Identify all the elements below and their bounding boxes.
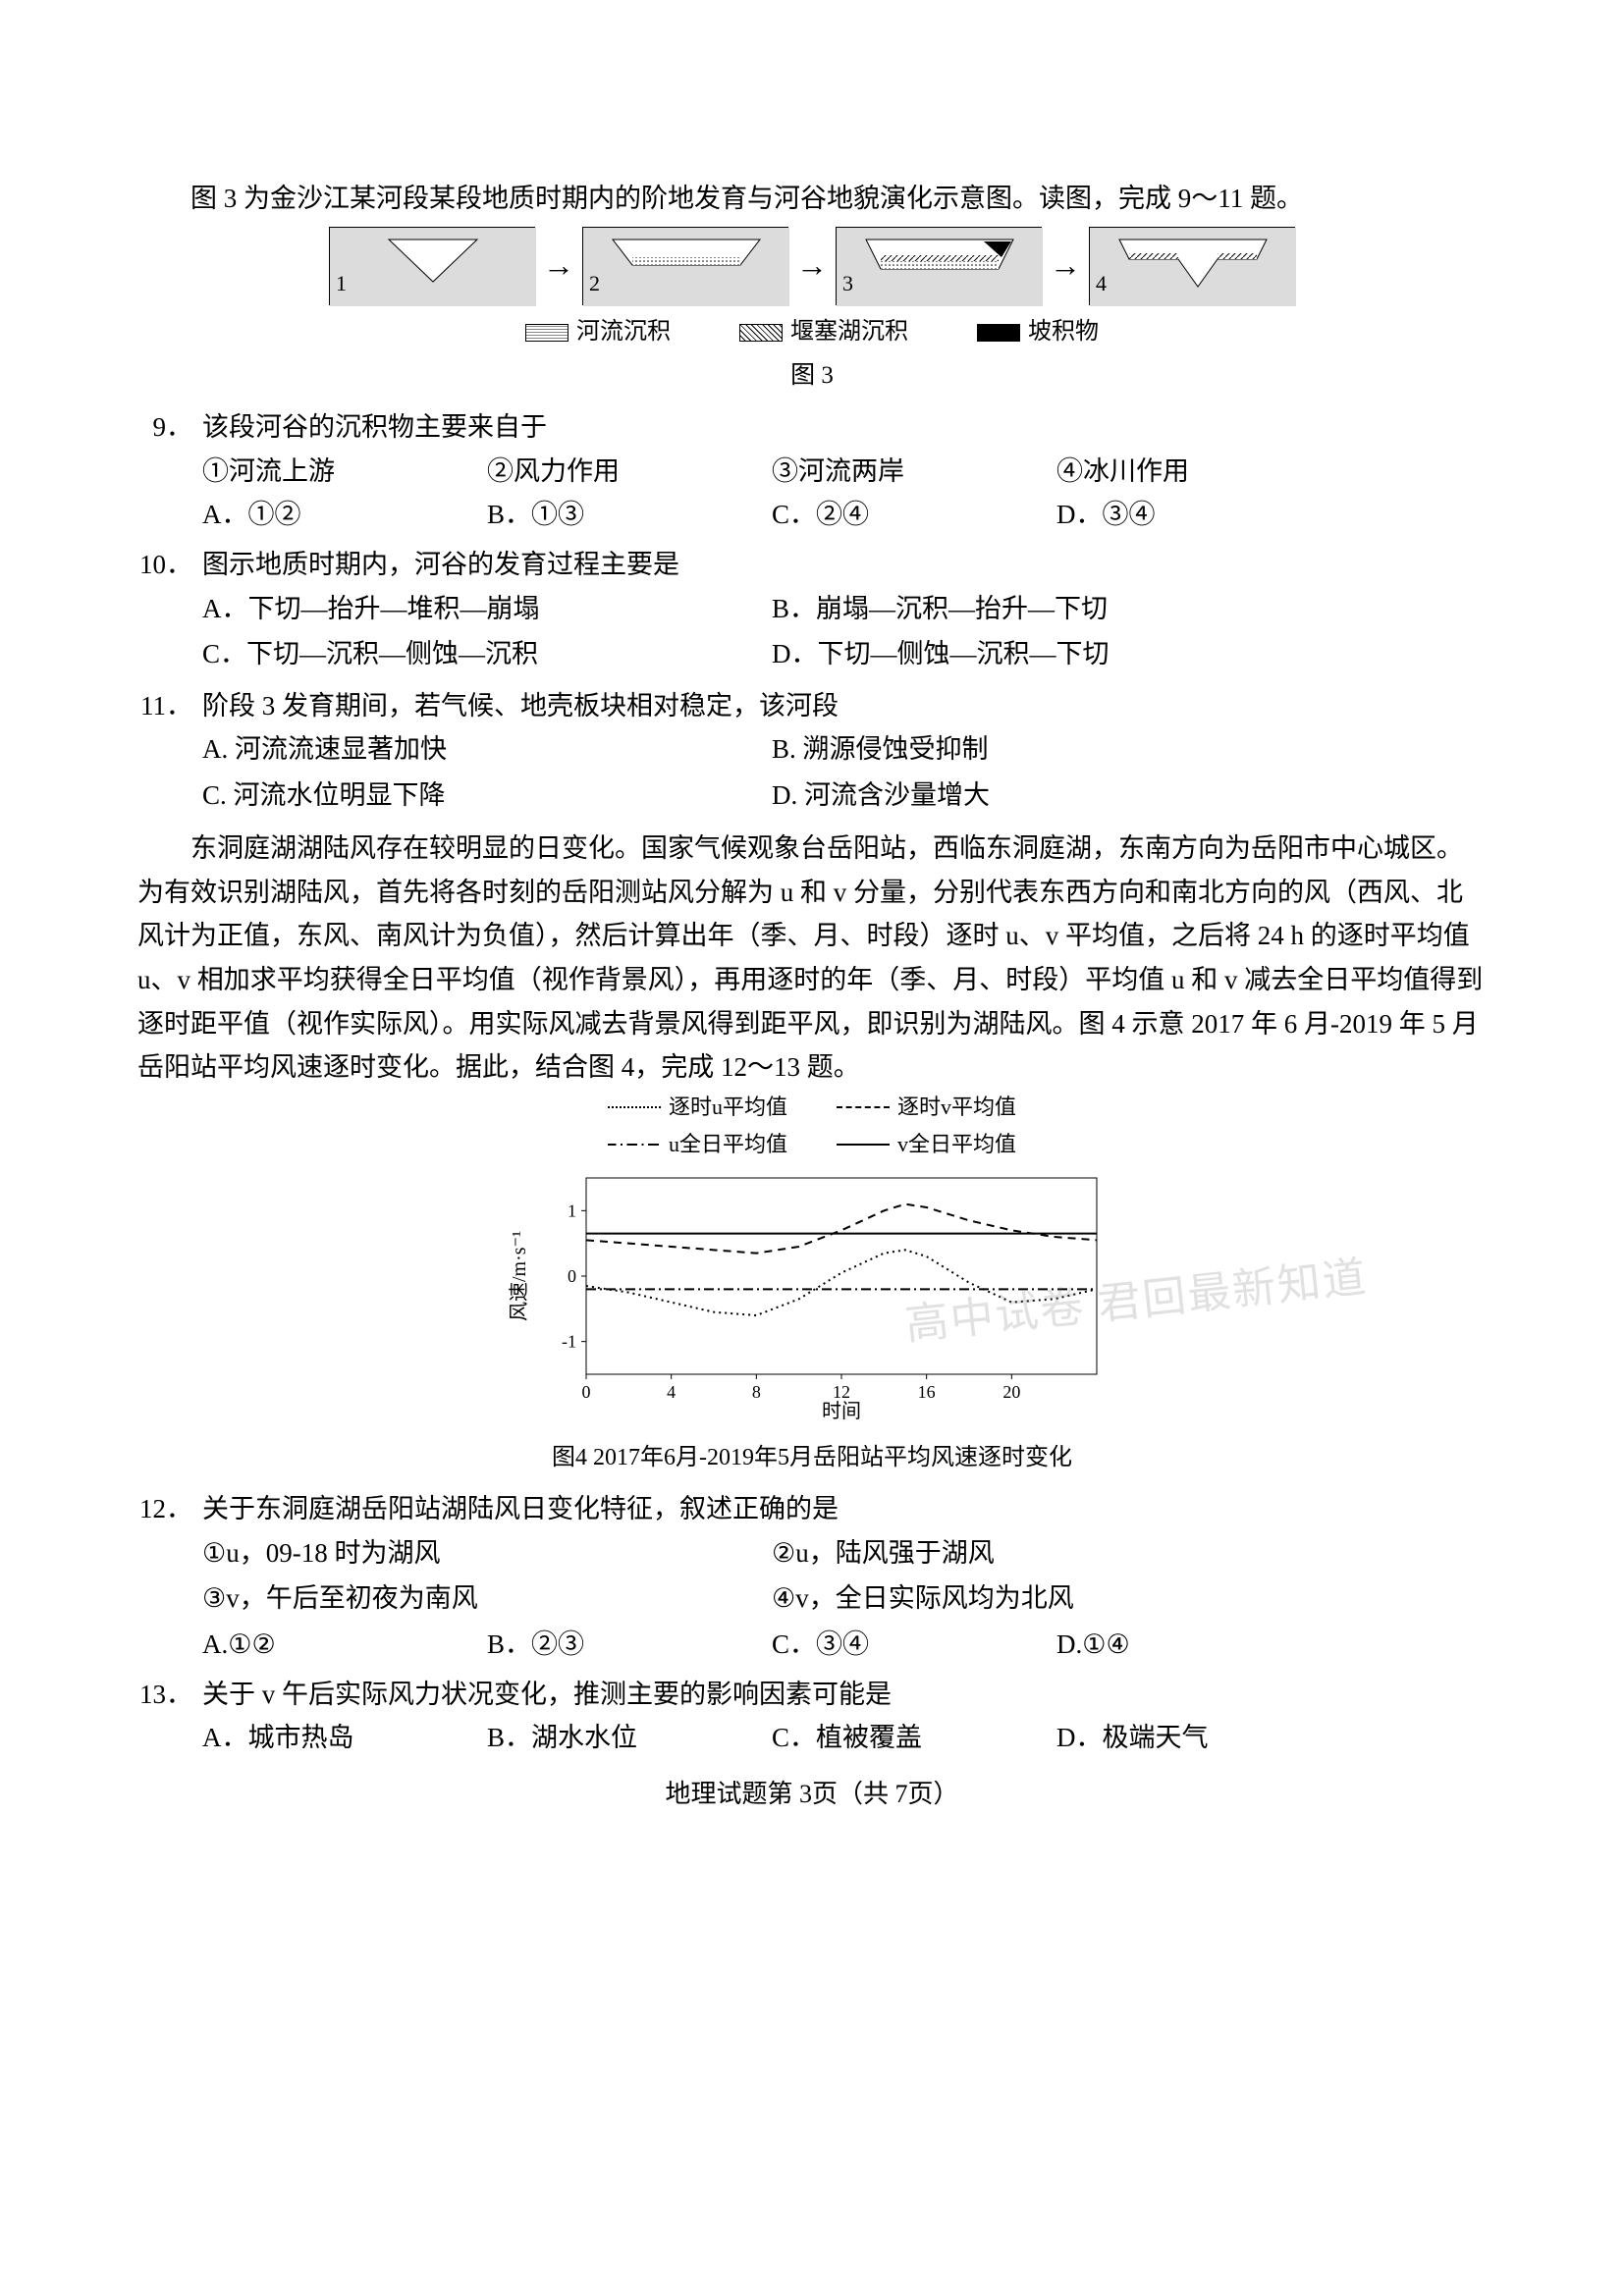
legend-u-hourly: 逐时u平均值 [608, 1090, 787, 1125]
stage-2: 2 [582, 227, 788, 305]
q10-stem: 图示地质时期内，河谷的发育过程主要是 [202, 543, 1487, 587]
q12-opt-d: D.①④ [1056, 1623, 1341, 1667]
q13-number: 13． [137, 1673, 202, 1717]
svg-text:12: 12 [833, 1382, 850, 1402]
svg-text:1: 1 [568, 1201, 576, 1221]
figure-4-legend: 逐时u平均值 逐时v平均值 [137, 1090, 1487, 1125]
q13-stem: 关于 v 午后实际风力状况变化，推测主要的影响因素可能是 [202, 1673, 1487, 1717]
figure-3-legend: 河流沉积 堰塞湖沉积 坡积物 [137, 313, 1487, 352]
q12-sub-3: ③v，午后至初夜为南风 [202, 1576, 772, 1621]
q12-sub-2: ②u，陆风强于湖风 [772, 1531, 1341, 1575]
q11-opt-a: A. 河流流速显著加快 [202, 727, 772, 772]
q9-opt-a: A．①② [202, 493, 487, 537]
q13-opt-d: D．极端天气 [1056, 1716, 1341, 1760]
q11-stem: 阶段 3 发育期间，若气候、地壳板块相对稳定，该河段 [202, 684, 1487, 728]
legend-v-hourly: 逐时v平均值 [837, 1090, 1016, 1125]
svg-text:风速/m·s⁻¹: 风速/m·s⁻¹ [508, 1231, 530, 1321]
q13-opt-c: C．植被覆盖 [772, 1716, 1056, 1760]
q9-opt-b: B．①③ [487, 493, 772, 537]
q12-opt-c: C．③④ [772, 1623, 1056, 1667]
stage-1-num: 1 [336, 266, 347, 301]
q9-number: 9． [137, 405, 202, 450]
figure-4-legend-2: u全日平均值 v全日平均值 [137, 1127, 1487, 1162]
question-11: 11． 阶段 3 发育期间，若气候、地壳板块相对稳定，该河段 A. 河流流速显著… [137, 684, 1487, 820]
svg-text:4: 4 [667, 1382, 676, 1402]
legend-item: 堰塞湖沉积 [739, 313, 908, 352]
q10-opt-b: B．崩塌—沉积—抬升—下切 [772, 587, 1341, 631]
exam-page: 高中试卷 君回最新知道 图 3 为金沙江某河段某段地质时期内的阶地发育与河谷地貌… [0, 0, 1624, 2296]
svg-text:20: 20 [1002, 1382, 1020, 1402]
q12-sub-1: ①u，09-18 时为湖风 [202, 1531, 772, 1575]
legend-v-daily: v全日平均值 [837, 1127, 1016, 1162]
q9-opt-d: D．③④ [1056, 493, 1341, 537]
figure-3-stages: 1 → 2 → [137, 227, 1487, 305]
stage-3-num: 3 [842, 266, 853, 301]
q12-opt-b: B．②③ [487, 1623, 772, 1667]
q12-subitems: ①u，09-18 时为湖风 ②u，陆风强于湖风 ③v，午后至初夜为南风 ④v，全… [137, 1531, 1487, 1623]
arrow-icon: → [541, 240, 576, 292]
stage-4-num: 4 [1096, 266, 1107, 301]
q11-options: A. 河流流速显著加快 B. 溯源侵蚀受抑制 C. 河流水位明显下降 D. 河流… [137, 727, 1487, 819]
q10-opt-a: A．下切—抬升—堆积—崩塌 [202, 587, 772, 631]
svg-text:0: 0 [568, 1266, 576, 1286]
q9-sub-2: ②风力作用 [487, 450, 772, 494]
passage-text: 东洞庭湖湖陆风存在较明显的日变化。国家气候观象台岳阳站，西临东洞庭湖，东南方向为… [137, 827, 1487, 1089]
q10-options: A．下切—抬升—堆积—崩塌 B．崩塌—沉积—抬升—下切 C．下切—沉积—侧蚀—沉… [137, 587, 1487, 678]
q9-sub-4: ④冰川作用 [1056, 450, 1341, 494]
q12-opt-a: A.①② [202, 1623, 487, 1667]
q13-options: A．城市热岛 B．湖水水位 C．植被覆盖 D．极端天气 [137, 1716, 1487, 1760]
svg-text:时间: 时间 [822, 1400, 861, 1422]
arrow-icon: → [794, 240, 830, 292]
q10-number: 10． [137, 543, 202, 587]
q12-options: A.①② B．②③ C．③④ D.①④ [137, 1623, 1487, 1667]
legend-u-daily: u全日平均值 [608, 1127, 787, 1162]
q11-opt-c: C. 河流水位明显下降 [202, 774, 772, 818]
q9-subitems: ①河流上游 ②风力作用 ③河流两岸 ④冰川作用 [137, 450, 1487, 494]
q12-number: 12． [137, 1487, 202, 1531]
q9-options: A．①② B．①③ C．②④ D．③④ [137, 493, 1487, 537]
intro-9-11: 图 3 为金沙江某河段某段地质时期内的阶地发育与河谷地貌演化示意图。读图，完成 … [137, 177, 1487, 221]
q11-opt-d: D. 河流含沙量增大 [772, 774, 1341, 818]
figure-4-chart: -1 0 1 0 4 8 12 16 20 时间 风速/m·s⁻¹ [508, 1168, 1116, 1423]
q13-opt-b: B．湖水水位 [487, 1716, 772, 1760]
passage-12-13: 东洞庭湖湖陆风存在较明显的日变化。国家气候观象台岳阳站，西临东洞庭湖，东南方向为… [137, 827, 1487, 1089]
svg-text:-1: -1 [562, 1332, 576, 1352]
figure-4: -1 0 1 0 4 8 12 16 20 时间 风速/m·s⁻¹ [137, 1168, 1487, 1437]
q9-sub-1: ①河流上游 [202, 450, 487, 494]
svg-text:8: 8 [752, 1382, 761, 1402]
figure-3-caption: 图 3 [137, 355, 1487, 396]
q10-opt-d: D．下切—侧蚀—沉积—下切 [772, 632, 1341, 676]
q12-sub-4: ④v，全日实际风均为北风 [772, 1576, 1341, 1621]
q11-opt-b: B. 溯源侵蚀受抑制 [772, 727, 1341, 772]
q11-number: 11． [137, 684, 202, 728]
q9-stem: 该段河谷的沉积物主要来自于 [202, 405, 1487, 450]
stage-4: 4 [1089, 227, 1295, 305]
figure-4-caption: 图4 2017年6月-2019年5月岳阳站平均风速逐时变化 [137, 1439, 1487, 1478]
question-9: 9． 该段河谷的沉积物主要来自于 ①河流上游 ②风力作用 ③河流两岸 ④冰川作用… [137, 405, 1487, 537]
question-12: 12． 关于东洞庭湖岳阳站湖陆风日变化特征，叙述正确的是 ①u，09-18 时为… [137, 1487, 1487, 1666]
stage-3: 3 [836, 227, 1042, 305]
question-13: 13． 关于 v 午后实际风力状况变化，推测主要的影响因素可能是 A．城市热岛 … [137, 1673, 1487, 1760]
legend-item: 坡积物 [977, 313, 1099, 352]
legend-item: 河流沉积 [525, 313, 671, 352]
q9-sub-3: ③河流两岸 [772, 450, 1056, 494]
stage-1: 1 [329, 227, 535, 305]
question-10: 10． 图示地质时期内，河谷的发育过程主要是 A．下切—抬升—堆积—崩塌 B．崩… [137, 543, 1487, 678]
figure-3: 1 → 2 → [137, 227, 1487, 397]
q13-opt-a: A．城市热岛 [202, 1716, 487, 1760]
q12-stem: 关于东洞庭湖岳阳站湖陆风日变化特征，叙述正确的是 [202, 1487, 1487, 1531]
svg-text:0: 0 [582, 1382, 591, 1402]
svg-text:16: 16 [918, 1382, 936, 1402]
q10-opt-c: C．下切—沉积—侧蚀—沉积 [202, 632, 772, 676]
page-footer: 地理试题第 3页（共 7页） [137, 1774, 1487, 1816]
stage-2-num: 2 [589, 266, 600, 301]
q9-opt-c: C．②④ [772, 493, 1056, 537]
arrow-icon: → [1048, 240, 1083, 292]
